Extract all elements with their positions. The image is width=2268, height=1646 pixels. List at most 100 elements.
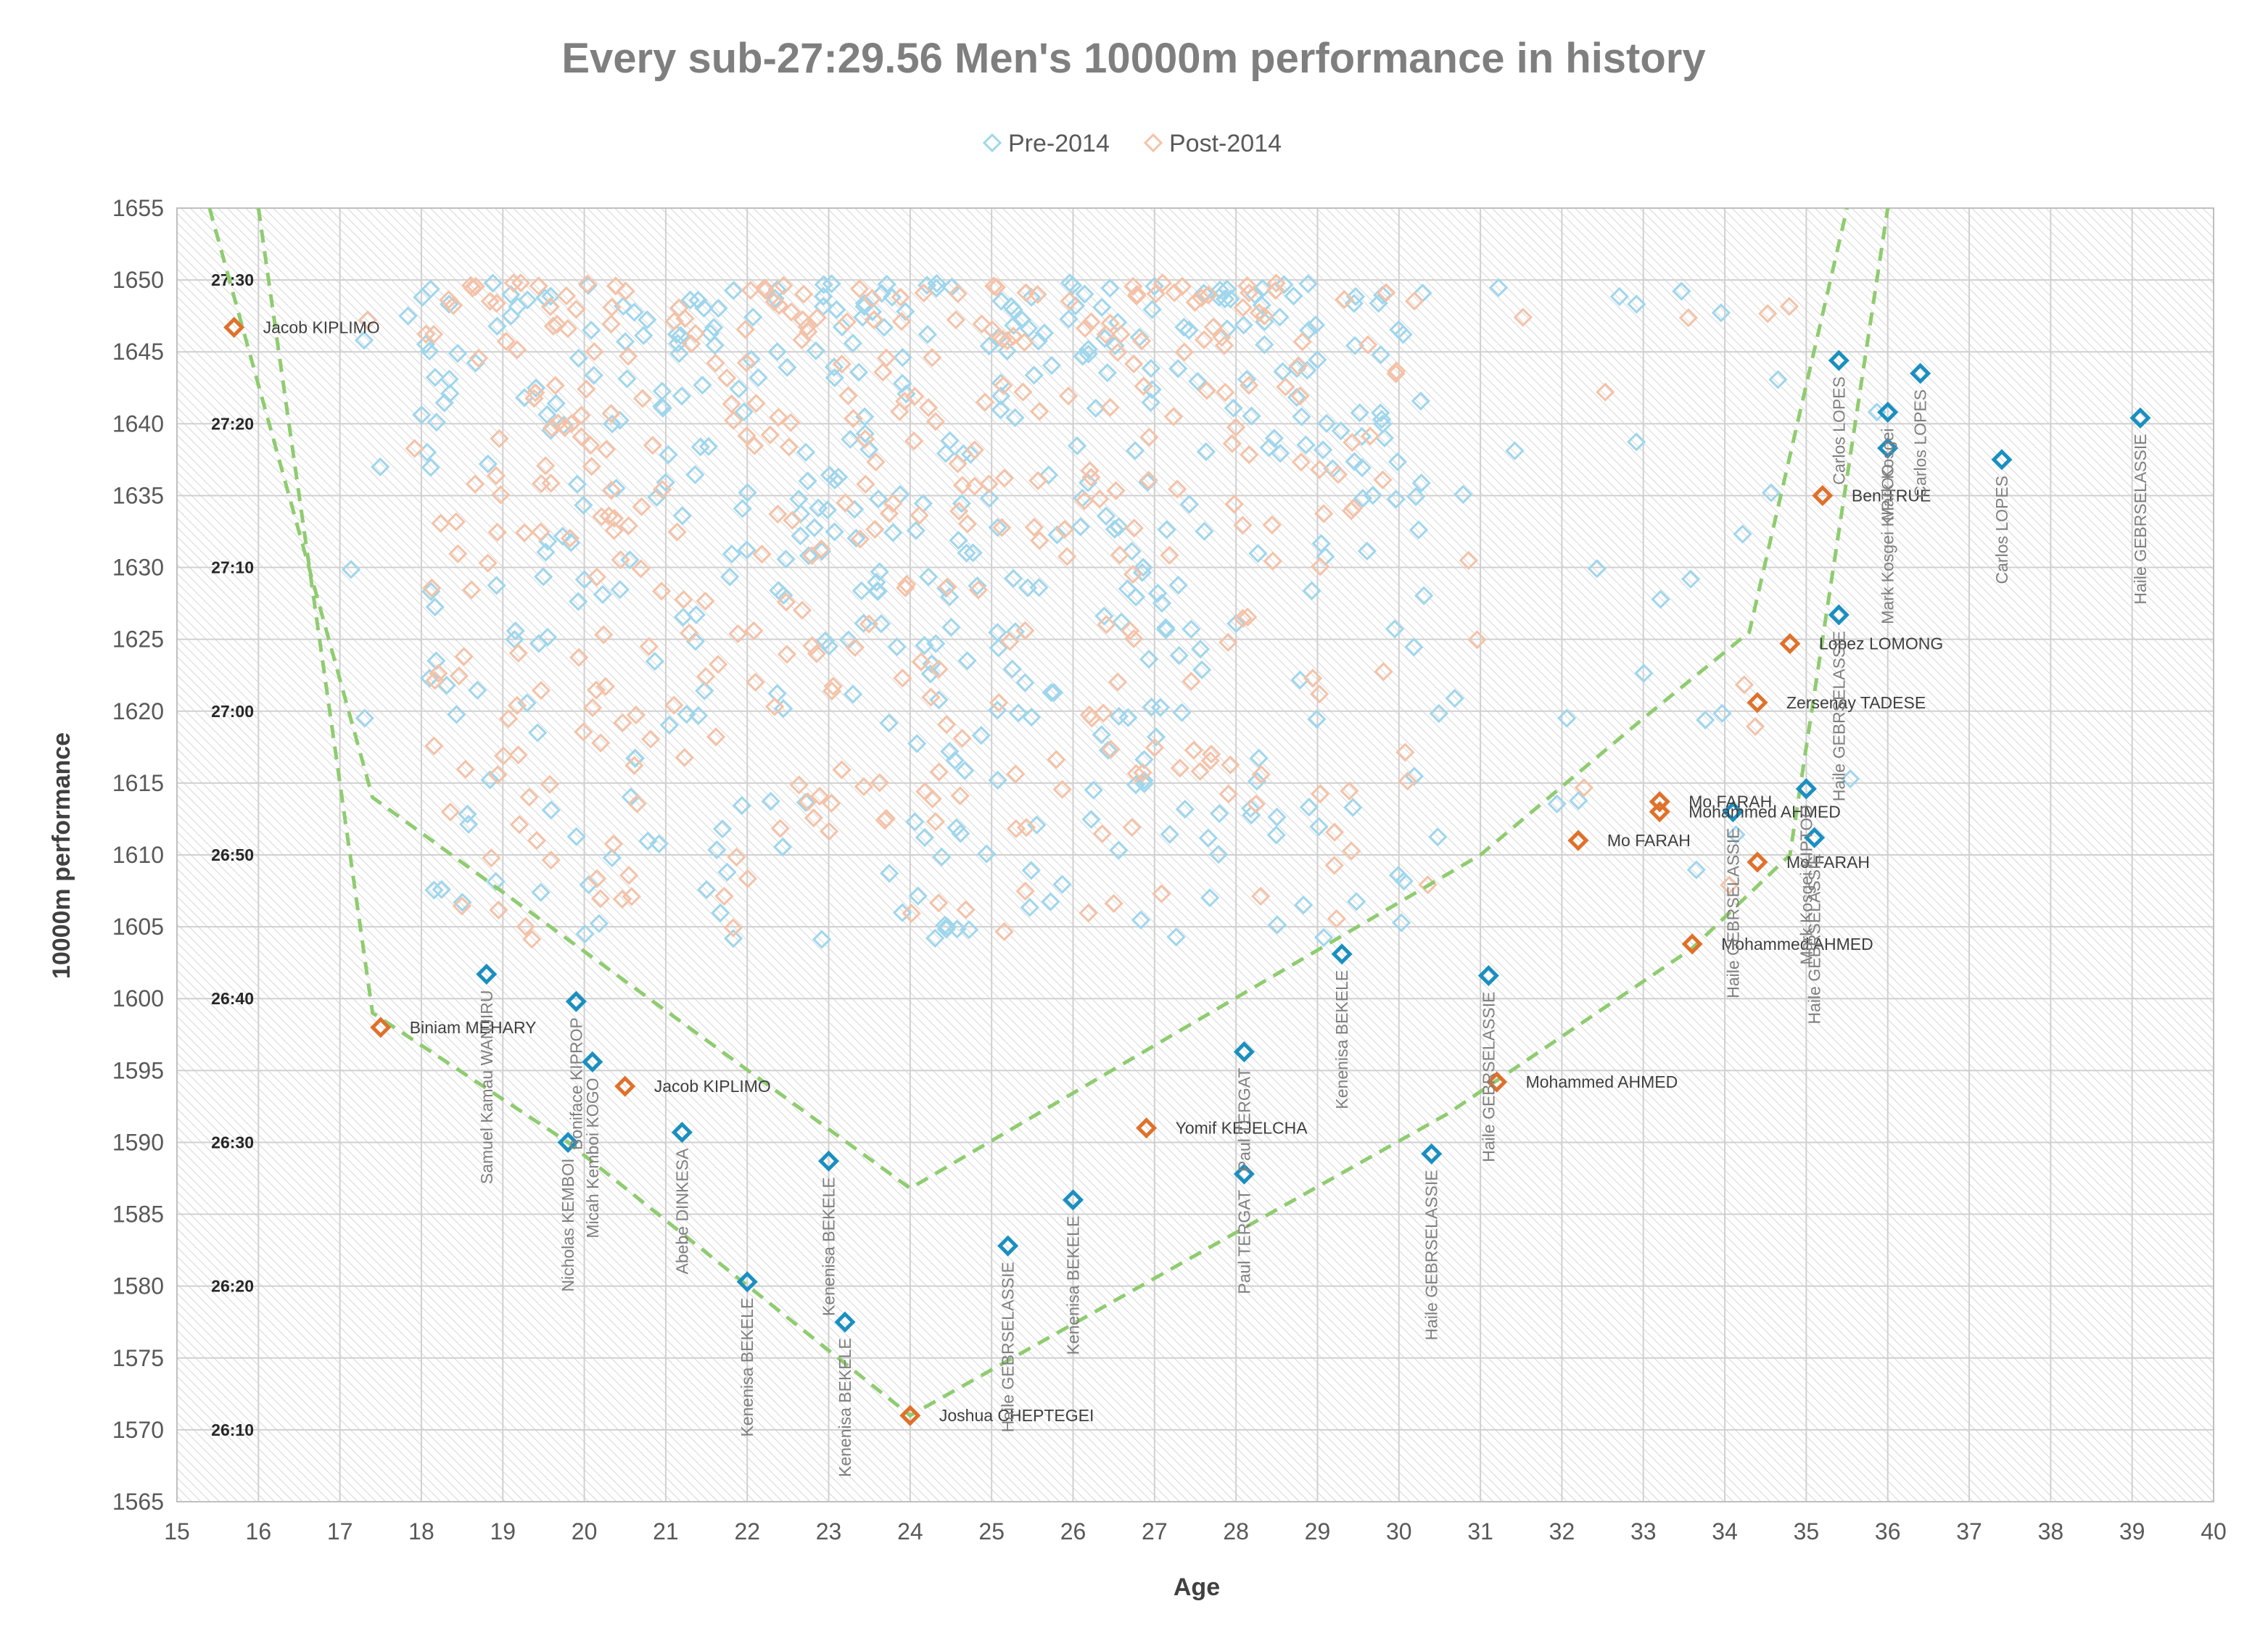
point-pre-2014 (1021, 861, 1041, 880)
point-pre-2014 (1273, 362, 1292, 381)
point-pre-2014 (1198, 828, 1218, 848)
point-pre-2014 (855, 423, 875, 444)
point-post-2014 (938, 577, 957, 597)
highlighted-point (1795, 778, 1817, 800)
point-post-2014 (1263, 551, 1283, 571)
point-pre-2014 (979, 336, 999, 356)
point-post-2014 (1758, 304, 1778, 323)
x-tick-label: 16 (246, 1518, 272, 1544)
point-post-2014 (488, 765, 508, 785)
point-post-2014 (498, 709, 519, 729)
point-post-2014 (527, 831, 547, 851)
point-post-2014 (925, 811, 946, 832)
point-post-2014 (807, 644, 827, 663)
point-pre-2014 (634, 326, 653, 345)
point-pre-2014 (814, 286, 833, 306)
point-post-2014 (541, 851, 561, 870)
highlighted-point (1681, 933, 1703, 955)
point-pre-2014 (926, 634, 946, 653)
x-tick-label: 39 (2119, 1518, 2145, 1544)
point-post-2014 (531, 681, 551, 700)
point-pre-2014 (541, 801, 561, 820)
x-tick-label: 32 (1549, 1518, 1575, 1544)
point-pre-2014 (647, 487, 667, 507)
point-post-2014 (1218, 784, 1238, 804)
x-tick-label: 36 (1875, 1518, 1901, 1544)
point-post-2014 (946, 310, 966, 330)
point-post-2014 (601, 314, 621, 334)
highlighted-point (834, 1311, 856, 1333)
x-tick-label: 21 (653, 1518, 679, 1544)
point-post-2014 (804, 808, 823, 828)
point-post-2014 (1165, 283, 1184, 302)
point-post-2014 (1106, 481, 1126, 500)
point-pre-2014 (458, 814, 479, 834)
point-post-2014 (1016, 283, 1036, 302)
point-pre-2014 (1634, 663, 1654, 683)
point-pre-2014 (341, 560, 361, 579)
point-post-2014 (595, 677, 616, 696)
point-pre-2014 (893, 347, 912, 368)
point-post-2014 (792, 600, 812, 620)
point-post-2014 (1513, 307, 1533, 327)
point-post-2014 (616, 281, 635, 301)
time-tick-label: 26:50 (211, 845, 254, 864)
point-pre-2014 (638, 831, 658, 851)
point-post-2014 (896, 578, 915, 597)
highlighted-point (1477, 964, 1499, 987)
point-post-2014 (1240, 444, 1259, 465)
point-post-2014 (1124, 629, 1144, 648)
point-pre-2014 (1042, 683, 1061, 703)
point-post-2014 (1288, 356, 1308, 376)
point-post-2014 (1779, 297, 1799, 316)
y-axis-label: 10000m performance (48, 732, 75, 979)
point-pre-2014 (774, 585, 793, 605)
point-post-2014 (1126, 764, 1146, 783)
point-post-2014 (760, 425, 780, 444)
point-pre-2014 (1210, 803, 1229, 824)
point-post-2014 (1328, 465, 1348, 484)
point-post-2014 (993, 329, 1013, 349)
point-pre-2014 (929, 690, 949, 710)
y-tick-label: 1610 (112, 842, 164, 868)
point-pre-2014 (531, 882, 550, 902)
point-post-2014 (1596, 382, 1615, 402)
point-post-2014 (416, 324, 436, 344)
point-post-2014 (877, 348, 896, 368)
point-pre-2014 (448, 344, 468, 363)
point-post-2014 (455, 759, 475, 779)
highlighted-point (1331, 943, 1353, 965)
point-post-2014 (543, 316, 563, 336)
point-pre-2014 (669, 344, 689, 363)
point-post-2014 (883, 493, 903, 513)
point-label: Kenenisa BEKELE (820, 1177, 838, 1316)
point-pre-2014 (1309, 816, 1329, 837)
point-post-2014 (793, 284, 814, 304)
point-pre-2014 (1160, 824, 1179, 844)
highlighted-point (614, 1075, 636, 1097)
point-post-2014 (745, 436, 764, 455)
x-tick-label: 22 (734, 1518, 760, 1544)
point-post-2014 (1163, 407, 1183, 426)
point-post-2014 (798, 792, 817, 811)
point-pre-2014 (508, 297, 527, 316)
point-pre-2014 (1284, 286, 1303, 306)
point-pre-2014 (935, 915, 954, 935)
point-post-2014 (919, 397, 939, 418)
x-tick-label: 38 (2038, 1518, 2064, 1544)
highlighted-point (1747, 851, 1768, 873)
point-post-2014 (862, 289, 882, 308)
highlighted-point (1233, 1041, 1255, 1063)
point-post-2014 (1324, 856, 1344, 875)
point-post-2014 (948, 284, 968, 304)
point-pre-2014 (1086, 398, 1105, 418)
point-pre-2014 (1389, 320, 1409, 339)
point-post-2014 (837, 312, 857, 331)
point-post-2014 (1094, 703, 1113, 723)
point-post-2014 (490, 429, 509, 449)
point-pre-2014 (537, 627, 558, 647)
point-pre-2014 (1221, 289, 1240, 309)
point-pre-2014 (989, 638, 1008, 658)
point-pre-2014 (917, 325, 937, 344)
point-post-2014 (929, 659, 949, 679)
